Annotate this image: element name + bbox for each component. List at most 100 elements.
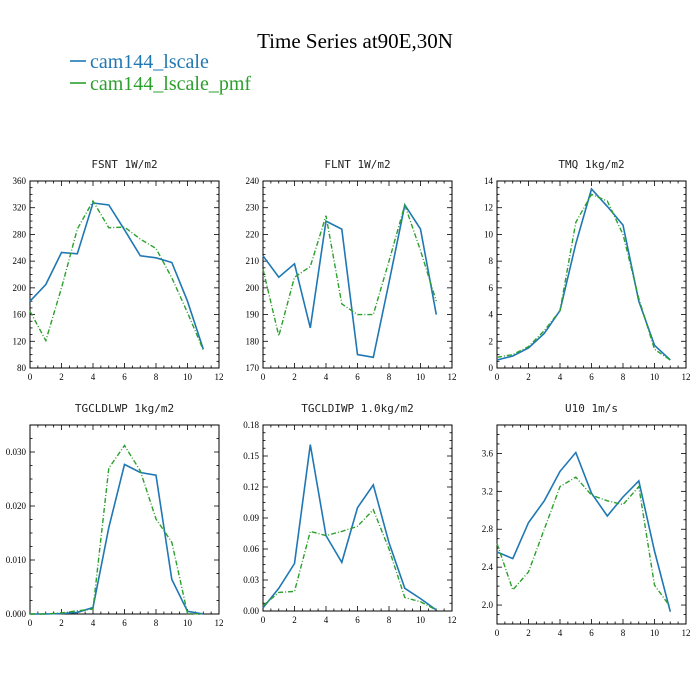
legend-label-cam144-lscale: cam144_lscale — [90, 51, 209, 73]
x-tick-label: 10 — [183, 372, 193, 382]
x-tick-label: 12 — [215, 372, 224, 382]
x-tick-label: 2 — [59, 372, 64, 382]
x-tick-label: 8 — [621, 628, 626, 638]
y-tick-label: 0.030 — [6, 447, 27, 457]
panel-title: TMQ 1kg/m2 — [558, 158, 624, 171]
x-tick-label: 8 — [154, 372, 159, 382]
y-tick-label: 160 — [13, 310, 27, 320]
chart-panel-5: TGCLDIWP 1.0kg/m2 0 2 4 6 8 10 12 0.00 0.03 0.06 0.… — [243, 402, 456, 625]
figure-title: Time Series at90E,30N — [257, 29, 453, 53]
x-tick-label: 2 — [292, 615, 297, 625]
y-tick-label: 4 — [489, 310, 494, 320]
chart-panel-4: TGCLDLWP 1kg/m2 0 2 4 6 8 10 12 0.000 0.010 0.020 0… — [6, 402, 224, 628]
chart-panels: FSNT 1W/m20 2 4 6 8 10 12801201602002402803203… — [6, 158, 691, 638]
legend-label-cam144-lscale-pmf: cam144_lscale_pmf — [90, 73, 251, 95]
x-tick-label: 6 — [589, 372, 594, 382]
x-tick-label: 8 — [387, 615, 392, 625]
y-tick-label: 0.12 — [243, 482, 259, 492]
x-tick-label: 0 — [28, 618, 33, 628]
x-tick-label: 4 — [324, 372, 329, 382]
y-tick-label: 12 — [484, 203, 493, 213]
y-tick-label: 0.00 — [243, 606, 259, 616]
series-line-cam144-lscale-pmf — [30, 444, 204, 615]
y-tick-label: 170 — [246, 363, 260, 373]
y-tick-label: 0.15 — [243, 451, 259, 461]
y-tick-label: 120 — [13, 336, 27, 346]
x-tick-label: 10 — [416, 372, 426, 382]
axis-frame — [262, 180, 453, 369]
y-tick-label: 10 — [484, 229, 494, 239]
x-tick-label: 10 — [416, 615, 426, 625]
series-line-cam144-lscale — [29, 202, 205, 350]
y-tick-label: 0.020 — [6, 501, 27, 511]
y-tick-label: 280 — [13, 229, 27, 239]
x-tick-label: 12 — [682, 372, 691, 382]
y-tick-label: 220 — [246, 229, 260, 239]
panel-title: U10 1m/s — [565, 402, 618, 415]
x-tick-label: 6 — [355, 615, 360, 625]
x-tick-label: 2 — [526, 628, 531, 638]
chart-panel-2: FLNT 1W/m2 0 2 4 6 8 10 12 170 180 190 200 210 220 230… — [246, 158, 457, 382]
series-line-cam144-lscale-pmf — [262, 202, 437, 337]
panel-title: FLNT 1W/m2 — [324, 158, 390, 171]
axis-frame — [29, 424, 220, 615]
y-tick-label: 2.4 — [482, 562, 494, 572]
x-tick-label: 12 — [448, 372, 457, 382]
x-tick-label: 10 — [650, 628, 660, 638]
x-tick-label: 6 — [355, 372, 360, 382]
x-tick-label: 0 — [495, 372, 500, 382]
y-tick-label: 0.010 — [6, 555, 27, 565]
y-tick-label: 210 — [246, 256, 260, 266]
x-tick-label: 12 — [215, 618, 224, 628]
panel-title: TGCLDLWP 1kg/m2 — [75, 402, 174, 415]
x-tick-label: 2 — [292, 372, 297, 382]
y-tick-label: 3.6 — [482, 448, 494, 458]
y-tick-label: 2.8 — [482, 524, 494, 534]
axis-frame — [262, 424, 453, 612]
x-tick-label: 0 — [28, 372, 33, 382]
x-tick-label: 4 — [324, 615, 329, 625]
chart-panel-6: U10 1m/s 0 2 4 6 8 10 12 2.0 2.4 2.8 3.2 3.6 — [482, 402, 691, 638]
y-tick-label: 3.2 — [482, 486, 493, 496]
y-tick-label: 200 — [13, 283, 27, 293]
x-tick-label: 4 — [91, 372, 96, 382]
x-tick-label: 8 — [154, 618, 159, 628]
y-tick-label: 360 — [13, 176, 27, 186]
panel-title: FSNT 1W/m2 — [91, 158, 157, 171]
y-tick-label: 6 — [489, 283, 494, 293]
axis-frame — [496, 180, 687, 369]
y-tick-label: 2.0 — [482, 600, 494, 610]
x-tick-label: 8 — [621, 372, 626, 382]
x-tick-label: 12 — [448, 615, 457, 625]
series-line-cam144-lscale-pmf — [496, 476, 671, 608]
y-tick-label: 0.18 — [243, 420, 259, 430]
x-tick-label: 12 — [682, 628, 691, 638]
y-tick-label: 0 — [489, 363, 494, 373]
y-tick-label: 0.09 — [243, 513, 259, 523]
series-line-cam144-lscale-pmf — [262, 508, 437, 611]
x-tick-label: 2 — [526, 372, 531, 382]
x-tick-label: 6 — [122, 618, 127, 628]
panel-title: TGCLDIWP 1.0kg/m2 — [301, 402, 414, 415]
y-tick-label: 14 — [484, 176, 494, 186]
y-tick-label: 200 — [246, 283, 260, 293]
y-tick-label: 240 — [13, 256, 27, 266]
series-line-cam144-lscale — [30, 463, 204, 615]
y-tick-label: 0.000 — [6, 609, 27, 619]
axis-frame — [29, 180, 220, 369]
y-tick-label: 8 — [489, 256, 494, 266]
x-tick-label: 8 — [387, 372, 392, 382]
y-tick-label: 2 — [489, 336, 494, 346]
y-tick-label: 190 — [246, 310, 260, 320]
series-line-cam144-lscale — [262, 202, 438, 359]
chart-panel-3: TMQ 1kg/m2 0 2 4 6 8 10 12 0 2 4 6 8 10 12 14 — [484, 158, 691, 382]
x-tick-label: 6 — [122, 372, 127, 382]
series-line-cam144-lscale — [262, 444, 437, 611]
y-tick-label: 0.06 — [243, 544, 259, 554]
x-tick-label: 0 — [495, 628, 500, 638]
x-tick-label: 4 — [91, 618, 96, 628]
y-tick-label: 320 — [13, 203, 27, 213]
y-tick-label: 230 — [246, 203, 260, 213]
x-tick-label: 4 — [558, 372, 563, 382]
